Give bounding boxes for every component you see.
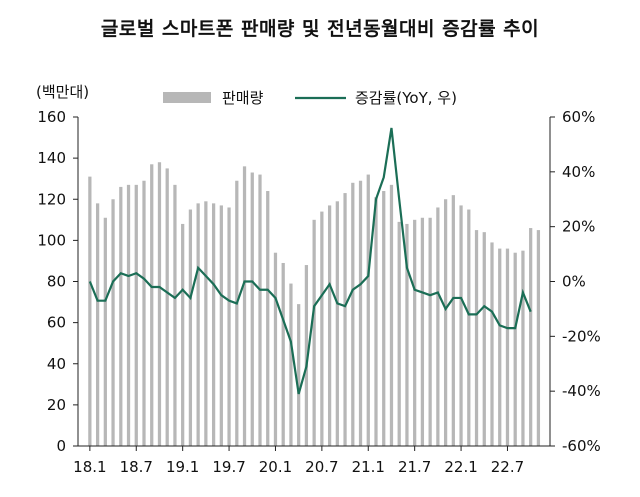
bar (95, 203, 100, 446)
left-tick-label: 120 (37, 190, 66, 208)
bar (490, 242, 494, 446)
left-tick-label: 40 (47, 355, 66, 373)
bar (428, 217, 432, 446)
left-tick-label: 20 (47, 396, 66, 414)
left-tick-label: 160 (37, 108, 66, 126)
left-axis-ticks: 0 20 40 60 80 100 120 140 160 (37, 108, 78, 455)
x-tick-label: 20.7 (305, 458, 338, 476)
right-tick-label: 0% (562, 273, 586, 291)
bar (335, 201, 339, 446)
bar (451, 195, 455, 446)
left-tick-label: 100 (37, 231, 66, 249)
bar (173, 184, 177, 447)
bar (513, 252, 517, 446)
left-axis-unit: (백만대) (36, 83, 89, 101)
bar (389, 184, 394, 447)
bar (521, 250, 525, 446)
x-tick-label: 21.1 (352, 458, 385, 476)
bar (289, 283, 293, 446)
right-tick-label: -20% (562, 327, 601, 345)
bar (235, 180, 239, 447)
bar (351, 182, 355, 447)
bar (103, 217, 107, 446)
bar (536, 230, 541, 446)
bar (443, 199, 448, 446)
bar (196, 203, 200, 446)
bar (111, 199, 115, 446)
bar (165, 168, 169, 446)
left-tick-label: 140 (37, 149, 66, 167)
bar (273, 252, 278, 446)
right-tick-label: 60% (562, 108, 595, 126)
bar (320, 211, 324, 446)
bar (134, 184, 138, 447)
bar (420, 217, 425, 446)
bar (459, 205, 463, 446)
growth-line (88, 127, 532, 395)
legend-label-growth: 증감률(YoY, 우) (355, 89, 457, 107)
bar (126, 184, 131, 447)
right-tick-label: -40% (562, 382, 601, 400)
bar (343, 193, 347, 446)
bar (436, 207, 440, 446)
legend-label-sales: 판매량 (222, 89, 264, 107)
x-tick-label: 21.7 (398, 458, 431, 476)
bar (142, 180, 146, 447)
right-tick-label: -60% (562, 437, 601, 455)
bar (505, 248, 510, 446)
right-tick-label: 40% (562, 163, 595, 181)
left-tick-label: 0 (56, 437, 66, 455)
bar (211, 203, 216, 446)
bar (474, 230, 479, 446)
bar (498, 248, 502, 446)
x-tick-label: 19.1 (166, 458, 199, 476)
bar (204, 201, 208, 446)
x-tick-label: 18.7 (120, 458, 153, 476)
right-axis-ticks: -60% -40% -20% 0% 20% 40% 60% (550, 108, 601, 455)
bar (413, 219, 417, 446)
bar (150, 164, 154, 447)
bar (266, 191, 270, 446)
x-tick-label: 20.1 (259, 458, 292, 476)
right-tick-label: 20% (562, 218, 595, 236)
bar (405, 223, 409, 446)
chart-title: 글로벌 스마트폰 판매량 및 전년동월대비 증감률 추이 (100, 18, 540, 40)
left-tick-label: 60 (47, 314, 66, 332)
x-tick-label: 18.1 (73, 458, 106, 476)
legend-swatch-sales (163, 92, 211, 103)
bar (312, 219, 316, 446)
bar (281, 262, 285, 446)
bar (297, 304, 301, 446)
left-tick-label: 80 (47, 273, 66, 291)
bar (529, 228, 533, 446)
x-tick-label: 22.1 (444, 458, 477, 476)
bar (188, 209, 193, 446)
bar (467, 209, 471, 446)
bar (327, 205, 332, 446)
x-tick-label: 22.7 (491, 458, 524, 476)
bar (119, 186, 123, 446)
bar (382, 191, 386, 446)
bar (157, 162, 162, 447)
x-tick-label: 19.7 (212, 458, 245, 476)
bar (227, 207, 231, 446)
bar (304, 265, 309, 446)
bar (366, 174, 370, 446)
bar (181, 223, 185, 446)
x-axis-ticks: 18.1 18.7 19.1 19.7 20.1 20.7 21.1 21.7 22.1 22.7 (73, 446, 524, 476)
bar (258, 174, 262, 446)
bar (88, 176, 92, 446)
bar (219, 205, 223, 446)
bar (242, 166, 247, 446)
bar (250, 172, 254, 446)
bar (482, 232, 486, 446)
bar (374, 197, 378, 446)
bar (397, 221, 401, 446)
legend: 판매량 증감률(YoY, 우) (163, 89, 457, 107)
bar-series (88, 162, 541, 447)
bar (358, 180, 363, 447)
